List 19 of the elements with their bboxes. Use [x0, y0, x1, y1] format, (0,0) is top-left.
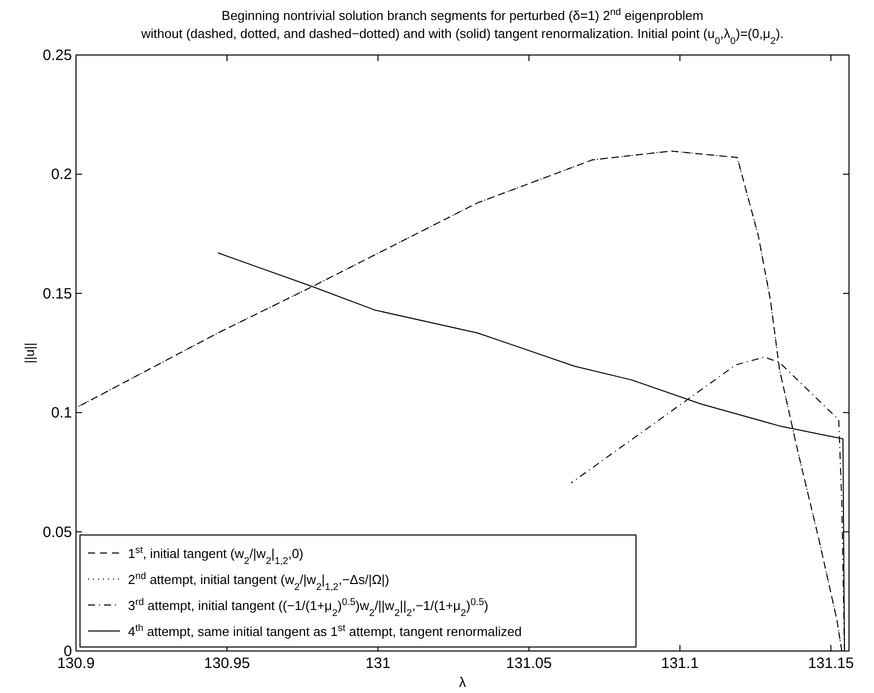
y-tick-label: 0.25 — [42, 47, 72, 64]
x-tick-label: 131.05 — [506, 655, 552, 672]
x-tick-label: 130.95 — [204, 655, 250, 672]
x-tick-label: 131.15 — [808, 655, 854, 672]
text: 3$^{rd}$ attempt, initial tangent ((−1/(1+μ$_{2}$)$^{0.5}$)w$_{2}$/||w$_{2}$||$_{2}$,−1/(1+μ$_{2}$)$^{0.5}$) — [128, 596, 488, 618]
y-tick-label: 0.15 — [42, 285, 72, 302]
y-tick-label: 0.1 — [51, 404, 72, 422]
y-tick-label: 0.05 — [42, 524, 72, 541]
y-axis-title: ||u|| — [22, 342, 37, 364]
x-tick-label: 131.1 — [661, 655, 699, 672]
x-tick-label: 130.9 — [57, 655, 95, 672]
text: 2$^{nd}$ attempt, initial tangent (w$_{2}$/|w$_{2}$|$_{1,2}$,−Δs/|Ω|) — [128, 570, 390, 592]
chart-subtitle: without (dashed, dotted, and dashed−dotted) and with (solid) tangent renormalization. Initial point (u$_{0}$,λ$_{0}$)=(0,μ$_{2}$). — [140, 26, 784, 46]
chart-title: Beginning nontrivial solution branch segments for perturbed (δ=1) 2$^{nd}$ eigenproblem — [222, 6, 704, 23]
x-tick-label: 131 — [365, 655, 390, 672]
x-axis-title: λ — [459, 674, 466, 690]
y-tick-label: 0.2 — [51, 166, 72, 184]
text: 1$^{st}$, initial tangent (w$_{2}$/|w$_{2}$|$_{1,2}$,0) — [128, 544, 304, 566]
legend-label: 4$^{th}$ attempt, same initial tangent as 1$^{st}$ attempt, tangent renormalized — [128, 622, 522, 639]
